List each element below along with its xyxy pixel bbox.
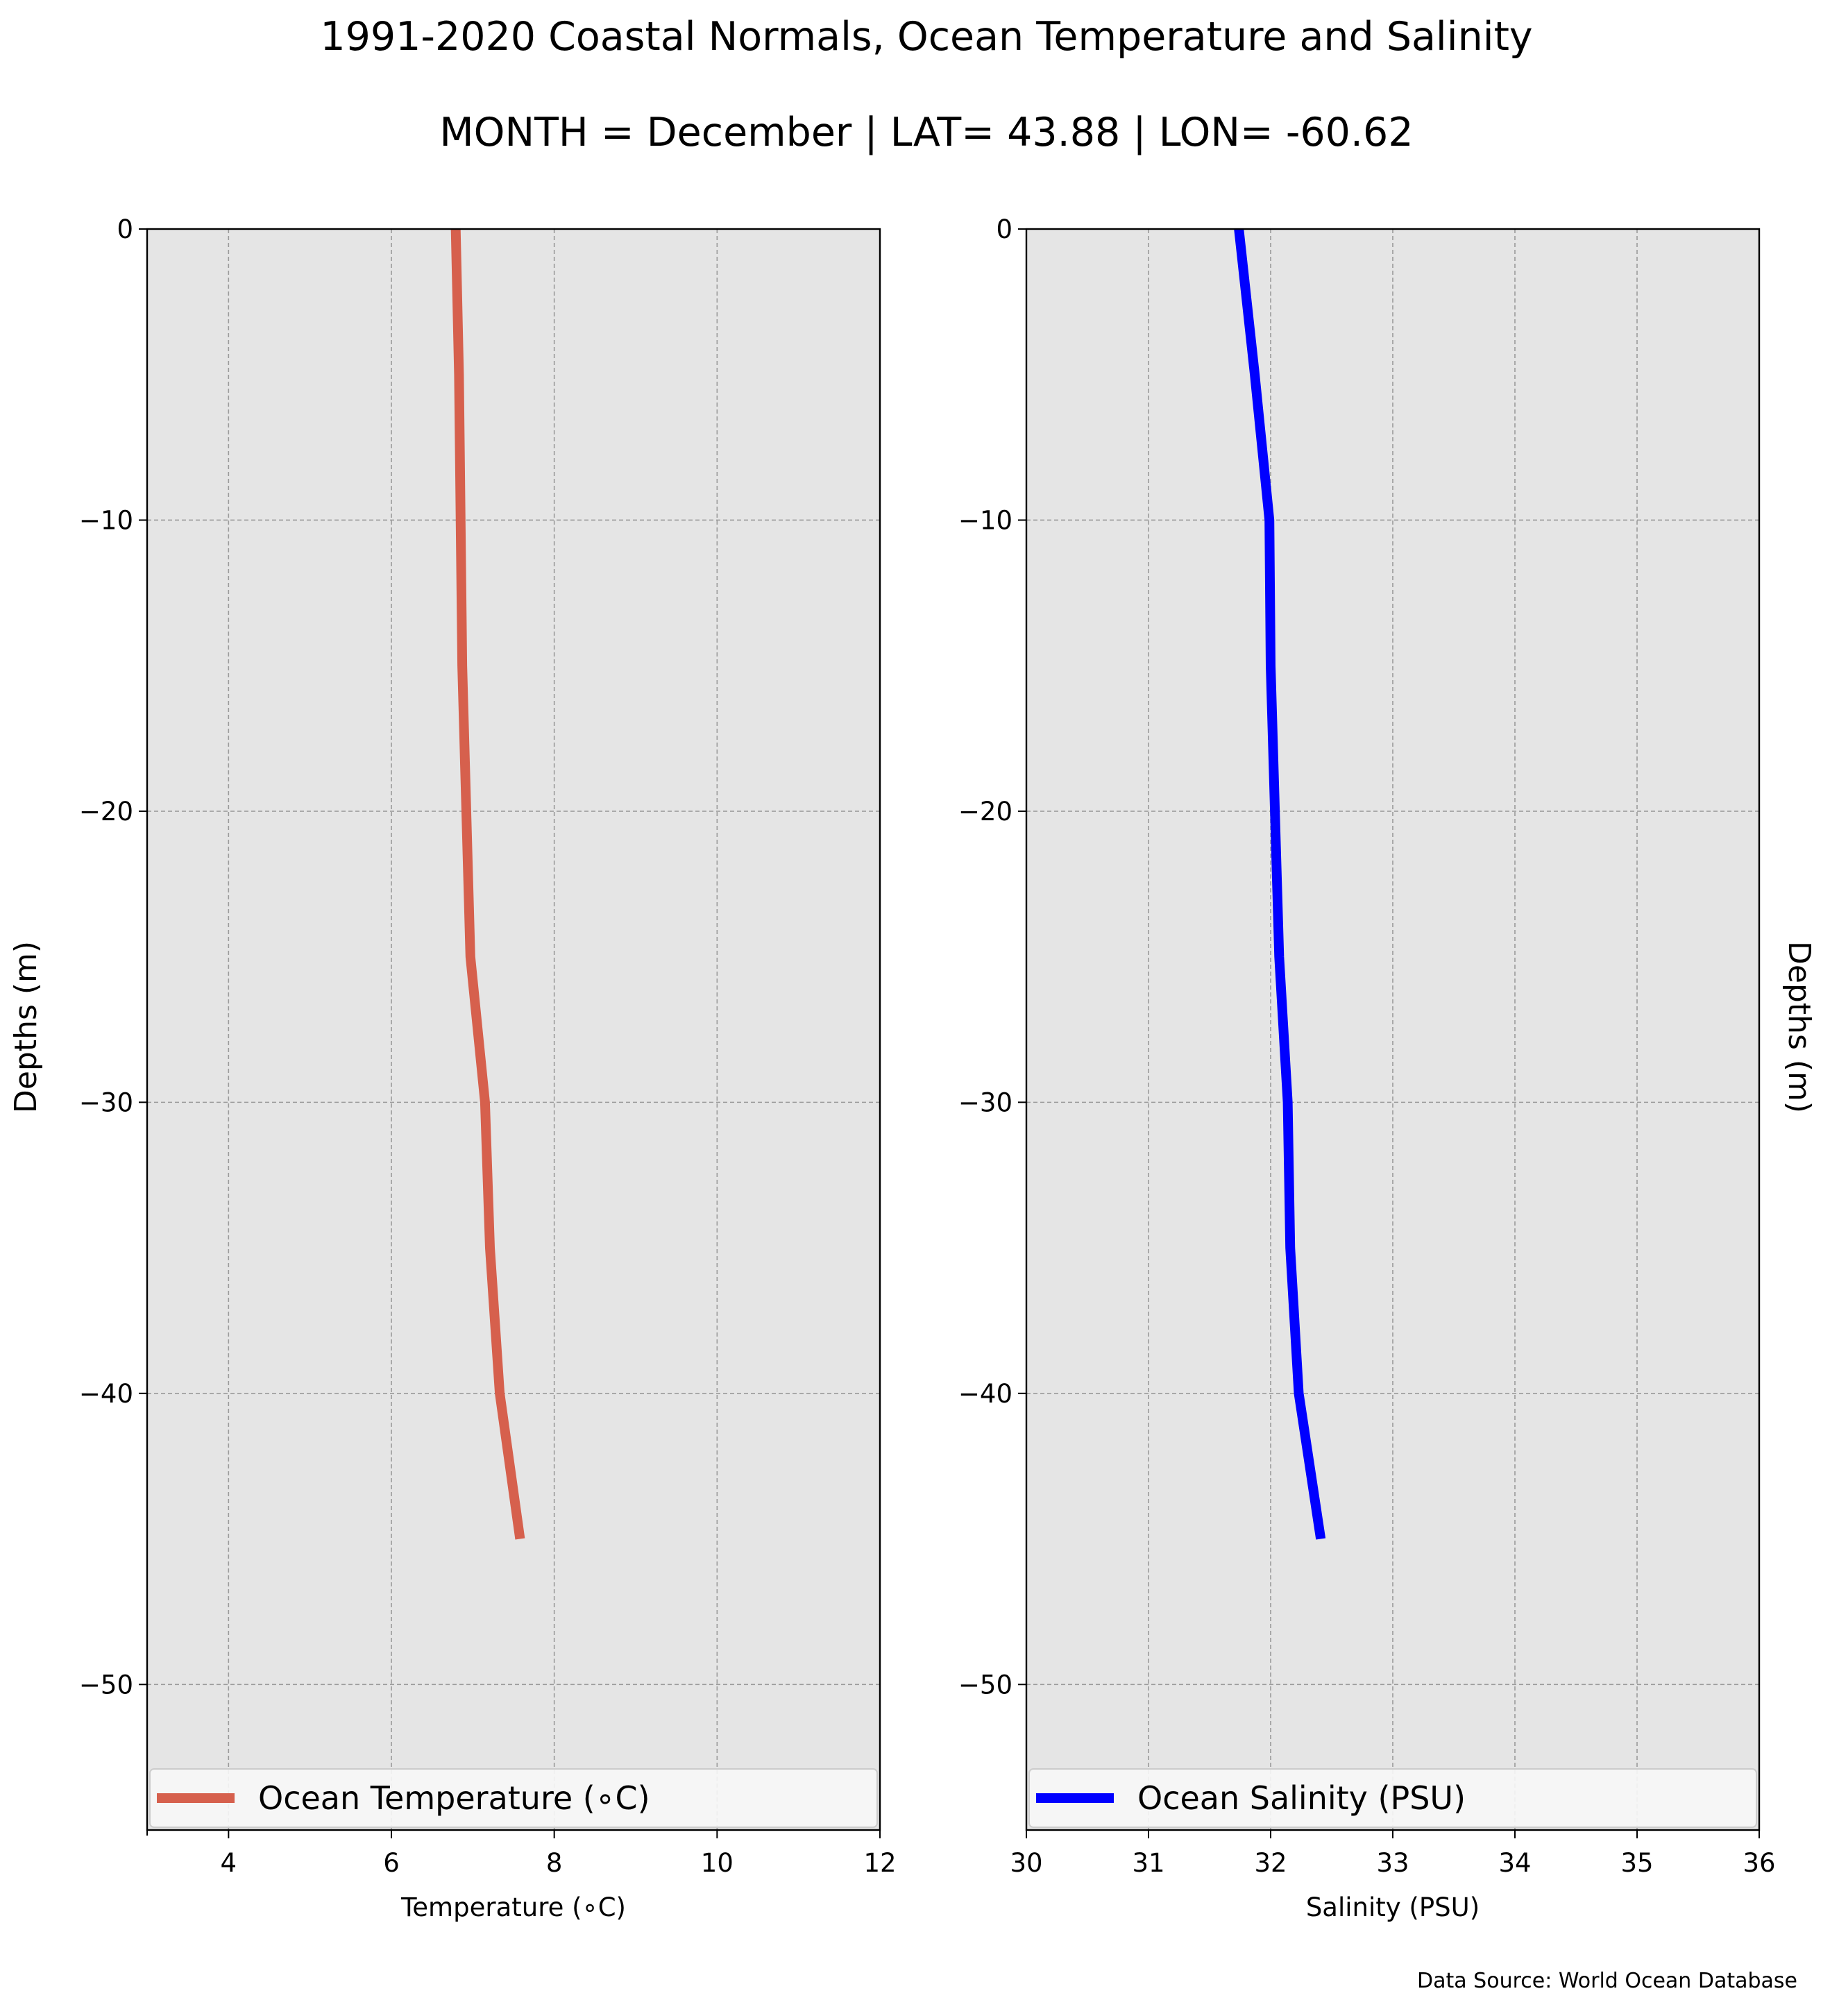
temperature-x-tick-label: 10 xyxy=(701,1848,734,1878)
salinity-x-tick-label: 32 xyxy=(1254,1848,1287,1878)
salinity-panel: 30 31 32 33 34 35 36 0 −10 −20 −30 −40 −50 Salinity (… xyxy=(958,214,1776,1922)
temperature-x-tick-label: 6 xyxy=(383,1848,400,1878)
figure-title-line2: MONTH = December | LAT= 43.88 | LON= -60… xyxy=(439,110,1413,155)
temperature-legend-label: Ocean Temperature (∘C) xyxy=(258,1779,650,1817)
temperature-y-tick-label: −20 xyxy=(79,797,133,827)
salinity-x-tick-label: 30 xyxy=(1010,1848,1042,1878)
temperature-axes-frame xyxy=(146,228,881,1831)
temperature-x-tick-label: 8 xyxy=(546,1848,563,1878)
temperature-x-axis-label: Temperature (∘C) xyxy=(400,1892,626,1922)
temperature-y-tick-label: −10 xyxy=(79,505,133,535)
salinity-y-tick-label: −30 xyxy=(958,1087,1012,1117)
right-y-axis-label: Depths (m) xyxy=(1781,941,1817,1113)
salinity-y-tick-label: −10 xyxy=(958,505,1012,535)
temperature-y-tick-label: −40 xyxy=(79,1379,133,1409)
temperature-y-tick-label: −30 xyxy=(79,1087,133,1117)
salinity-legend-box xyxy=(1028,1768,1757,1828)
figure-title-line1: 1991-2020 Coastal Normals, Ocean Tempera… xyxy=(320,14,1532,60)
temperature-x-tick-label: 12 xyxy=(863,1848,896,1878)
temperature-legend-box xyxy=(149,1768,878,1828)
temperature-x-tick-label: 4 xyxy=(221,1848,237,1878)
salinity-x-axis-label: Salinity (PSU) xyxy=(1306,1892,1480,1922)
salinity-y-tick-label: −20 xyxy=(958,797,1012,827)
salinity-x-tick-label: 31 xyxy=(1132,1848,1164,1878)
temperature-y-tick-label: 0 xyxy=(117,214,133,244)
salinity-y-tick-label: −50 xyxy=(958,1670,1012,1700)
salinity-x-tick-label: 36 xyxy=(1743,1848,1775,1878)
temperature-plot-area xyxy=(147,229,880,1830)
temperature-panel: 4 6 8 10 12 0 −10 −20 −30 −40 −50 Temperature (∘C) O… xyxy=(79,214,897,1922)
temperature-y-tick-label: −50 xyxy=(79,1670,133,1700)
temperature-series-line xyxy=(450,228,525,1540)
left-y-axis-label: Depths (m) xyxy=(8,941,44,1113)
salinity-y-tick-label: −40 xyxy=(958,1379,1012,1409)
salinity-y-tick-label: 0 xyxy=(996,214,1012,244)
salinity-x-tick-label: 35 xyxy=(1620,1848,1653,1878)
salinity-x-tick-label: 34 xyxy=(1498,1848,1531,1878)
salinity-legend-label: Ocean Salinity (PSU) xyxy=(1137,1779,1466,1817)
salinity-x-tick-label: 33 xyxy=(1376,1848,1409,1878)
data-source-note: Data Source: World Ocean Database xyxy=(1417,1969,1797,1993)
salinity-series-line xyxy=(1234,228,1326,1540)
